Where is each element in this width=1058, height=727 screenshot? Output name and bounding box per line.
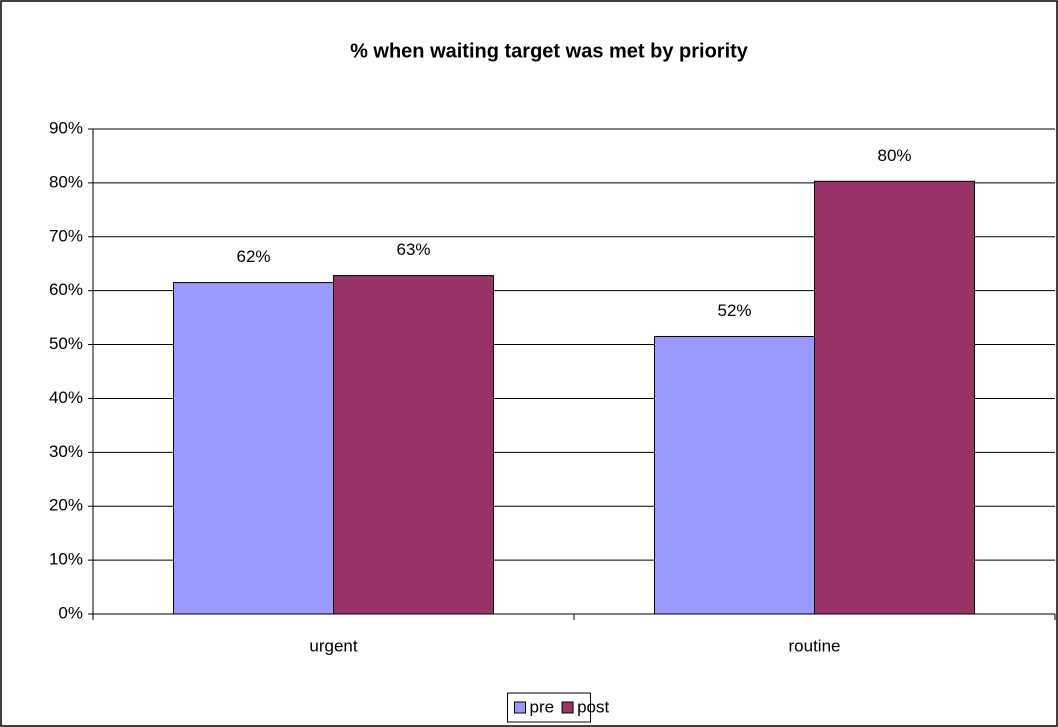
y-tick-label: 50% <box>49 334 83 353</box>
value-label: 52% <box>717 301 751 320</box>
y-tick-label: 20% <box>49 496 83 515</box>
y-tick-label: 10% <box>49 550 83 569</box>
y-tick-label: 40% <box>49 388 83 407</box>
y-tick-label: 90% <box>49 118 83 137</box>
value-label: 62% <box>236 247 270 266</box>
y-tick-label: 60% <box>49 280 83 299</box>
y-tick-label: 30% <box>49 442 83 461</box>
y-tick-label: 80% <box>49 172 83 191</box>
value-label: 63% <box>396 240 430 259</box>
bar <box>333 275 494 615</box>
x-tick-label: urgent <box>309 636 357 655</box>
chart-title: % when waiting target was met by priorit… <box>350 40 749 62</box>
y-tick-label: 0% <box>58 603 83 622</box>
bar <box>173 282 334 615</box>
bar <box>654 335 815 615</box>
x-tick-label: routine <box>789 636 841 655</box>
bar <box>814 180 975 615</box>
legend-swatch <box>514 701 526 714</box>
y-tick-label: 70% <box>49 226 83 245</box>
legend-swatch <box>561 701 574 714</box>
value-label: 80% <box>877 146 911 165</box>
legend-label: post <box>577 697 609 716</box>
legend-label: pre <box>530 697 555 716</box>
